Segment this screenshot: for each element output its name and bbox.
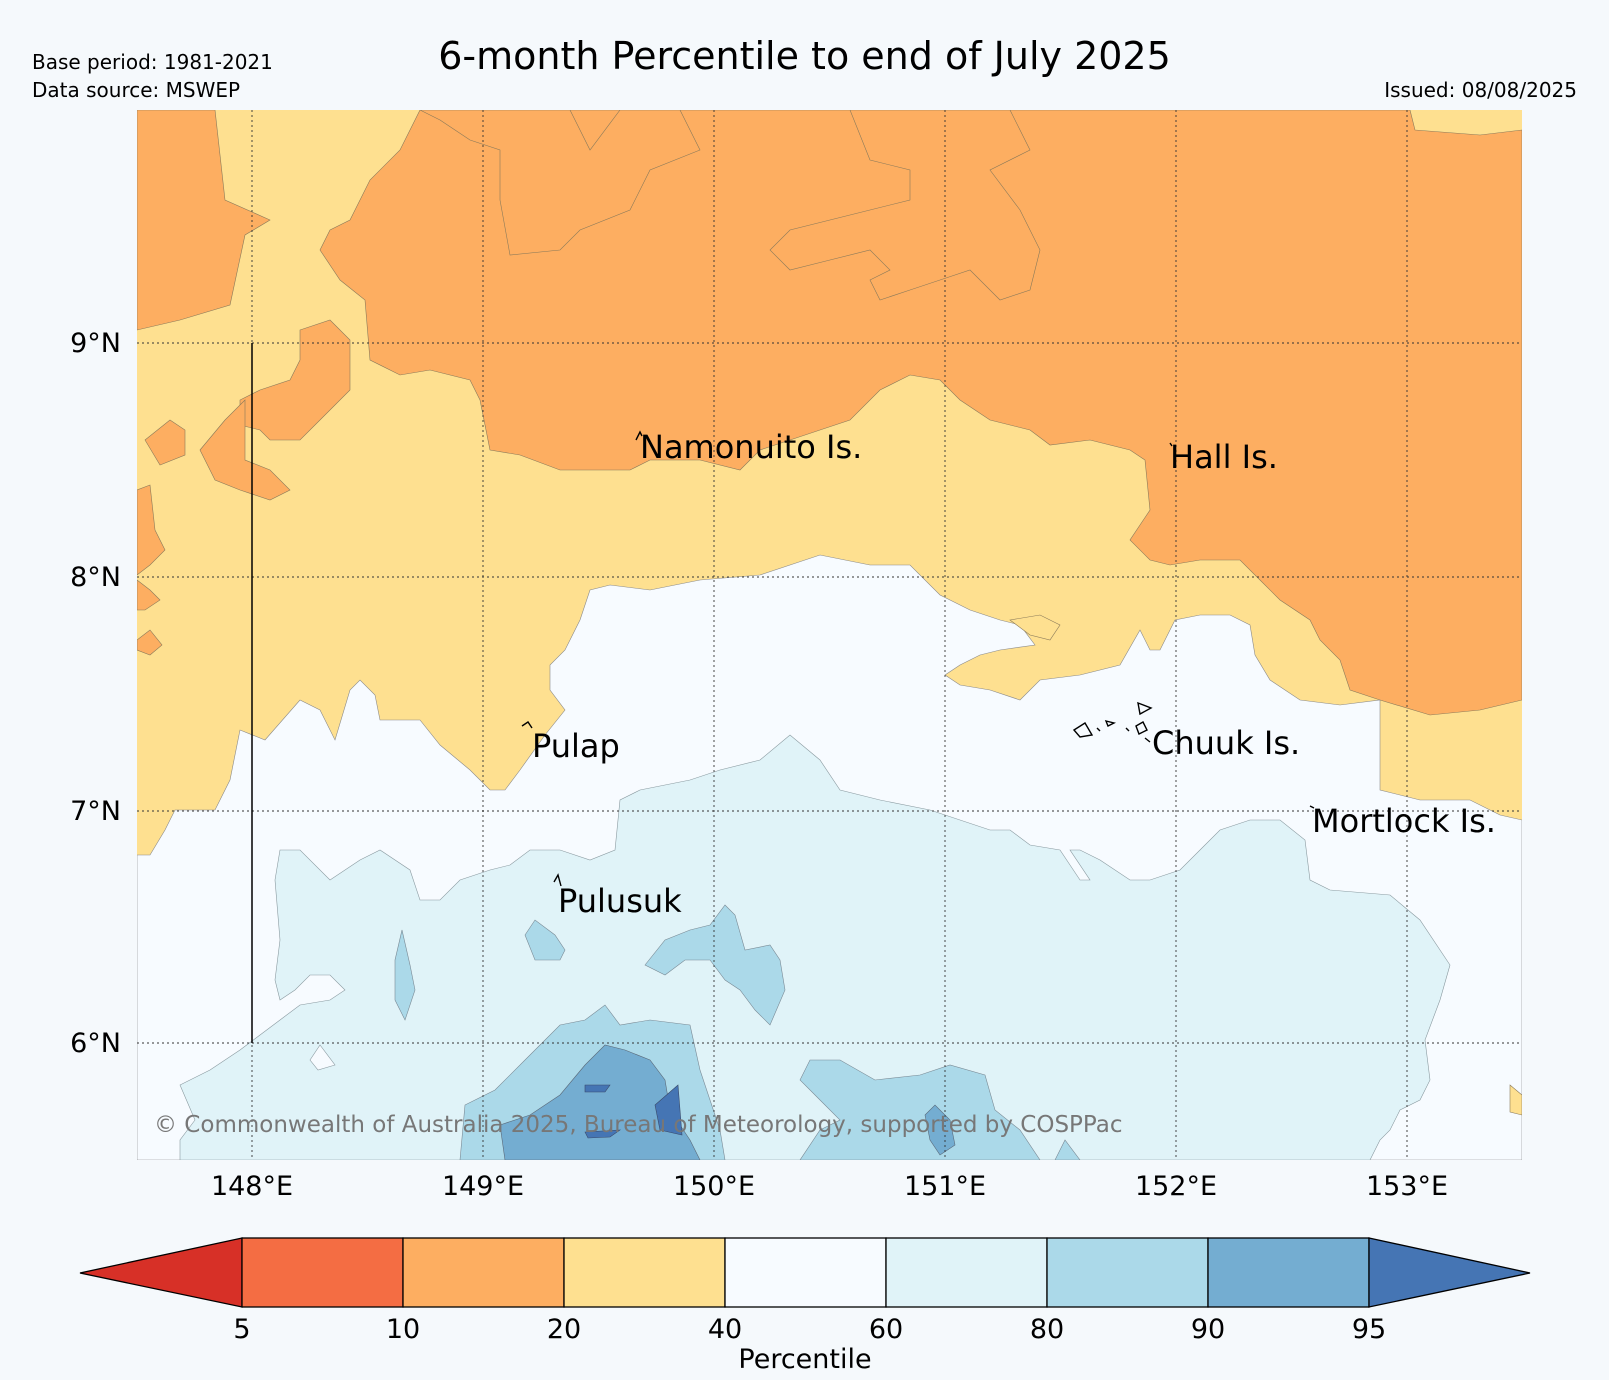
island-mortlock-icon bbox=[1309, 805, 1315, 809]
band-90-95-b bbox=[924, 1104, 956, 1156]
band-60-80 bbox=[179, 734, 1451, 1160]
band-80-90-a bbox=[394, 929, 416, 1021]
lon-label-151e: 151°E bbox=[904, 1171, 986, 1202]
colorbar-high-extension bbox=[1368, 1237, 1531, 1308]
island-markers bbox=[521, 430, 1315, 887]
band-80-90-e bbox=[799, 1059, 1041, 1160]
lon-label-149e: 149°E bbox=[442, 1171, 524, 1202]
colorbar-segment-20-40 bbox=[563, 1237, 726, 1308]
colorbar-title: Percentile bbox=[738, 1344, 871, 1375]
lat-label-8n: 8°N bbox=[70, 562, 121, 593]
colorbar-low-extension bbox=[79, 1237, 243, 1308]
band-10-20-west-d bbox=[137, 484, 166, 576]
band-above-95-b bbox=[654, 1084, 683, 1136]
band-10-20-west-b bbox=[199, 399, 291, 501]
band-above-95-c bbox=[584, 1129, 622, 1139]
lon-label-153e: 153°E bbox=[1366, 1171, 1448, 1202]
base-period-text: Base period: 1981-2021 bbox=[32, 50, 273, 74]
island-namonuito-icon bbox=[635, 430, 643, 441]
place-label-mortlock: Mortlock Is. bbox=[1312, 802, 1496, 840]
island-pulusuk-icon bbox=[553, 873, 562, 887]
data-source-text: Data source: MSWEP bbox=[32, 78, 241, 102]
percentile-colorbar: 5 10 20 40 60 80 90 95 Percentile bbox=[79, 1237, 1531, 1375]
place-label-pulap: Pulap bbox=[532, 727, 620, 765]
colorbar-segment-10-20 bbox=[402, 1237, 565, 1308]
colorbar-tick-5: 5 bbox=[233, 1314, 250, 1345]
island-pulap-icon bbox=[521, 721, 533, 729]
place-label-hall: Hall Is. bbox=[1170, 438, 1278, 476]
copyright-watermark: © Commonwealth of Australia 2025, Bureau… bbox=[154, 1112, 1123, 1138]
lat-label-6n: 6°N bbox=[70, 1028, 121, 1059]
lon-label-150e: 150°E bbox=[673, 1171, 755, 1202]
lon-label-148e: 148°E bbox=[211, 1171, 293, 1202]
band-above-95-a bbox=[584, 1084, 611, 1093]
map-title: 6-month Percentile to end of July 2025 bbox=[438, 34, 1171, 78]
colorbar-tick-95: 95 bbox=[1352, 1314, 1386, 1345]
lon-label-152e: 152°E bbox=[1135, 1171, 1217, 1202]
band-80-90-b bbox=[524, 919, 566, 961]
island-chuuk-icon-c bbox=[1137, 701, 1153, 716]
place-label-namonuito: Namonuito Is. bbox=[640, 428, 862, 466]
band-10-20-west-c bbox=[144, 419, 186, 466]
island-chuuk-icon-g bbox=[1096, 727, 1101, 732]
colorbar-tick-40: 40 bbox=[708, 1314, 742, 1345]
island-chuuk-icon-b bbox=[1104, 719, 1117, 727]
band-90-95-a bbox=[499, 1044, 701, 1160]
colorbar-tick-90: 90 bbox=[1191, 1314, 1225, 1345]
colorbar-segment-80-90 bbox=[1046, 1237, 1209, 1308]
band-10-20-west-e bbox=[137, 579, 163, 656]
colorbar-segment-5-10 bbox=[241, 1237, 404, 1308]
colorbar-segment-40-60 bbox=[724, 1237, 887, 1308]
place-label-pulusuk: Pulusuk bbox=[558, 882, 682, 920]
colorbar-segment-90-95 bbox=[1207, 1237, 1370, 1308]
colorbar-tick-10: 10 bbox=[386, 1314, 420, 1345]
colorbar-tick-20: 20 bbox=[547, 1314, 581, 1345]
band-20-40-speck bbox=[1509, 1084, 1522, 1116]
island-hall-icon bbox=[1169, 442, 1173, 447]
lat-label-9n: 9°N bbox=[70, 328, 121, 359]
island-chuuk-icon-e bbox=[1125, 727, 1130, 732]
issued-date-text: Issued: 08/08/2025 bbox=[1384, 78, 1577, 102]
band-10-20-west-a bbox=[239, 319, 351, 441]
colorbar-segment-60-80 bbox=[885, 1237, 1048, 1308]
colorbar-tick-80: 80 bbox=[1030, 1314, 1064, 1345]
place-label-chuuk: Chuuk Is. bbox=[1152, 724, 1300, 762]
map-area bbox=[137, 110, 1522, 1160]
island-chuuk-icon-f bbox=[1144, 737, 1151, 743]
island-chuuk-icon-a bbox=[1072, 722, 1094, 738]
lat-label-7n: 7°N bbox=[70, 796, 121, 827]
band-80-90-f bbox=[1054, 1139, 1081, 1160]
band-20-40-pocket bbox=[1009, 614, 1061, 641]
band-40-60-hole bbox=[309, 1044, 336, 1071]
colorbar-tick-60: 60 bbox=[869, 1314, 903, 1345]
band-80-90-c bbox=[644, 904, 786, 1026]
island-chuuk-icon-d bbox=[1135, 721, 1148, 735]
